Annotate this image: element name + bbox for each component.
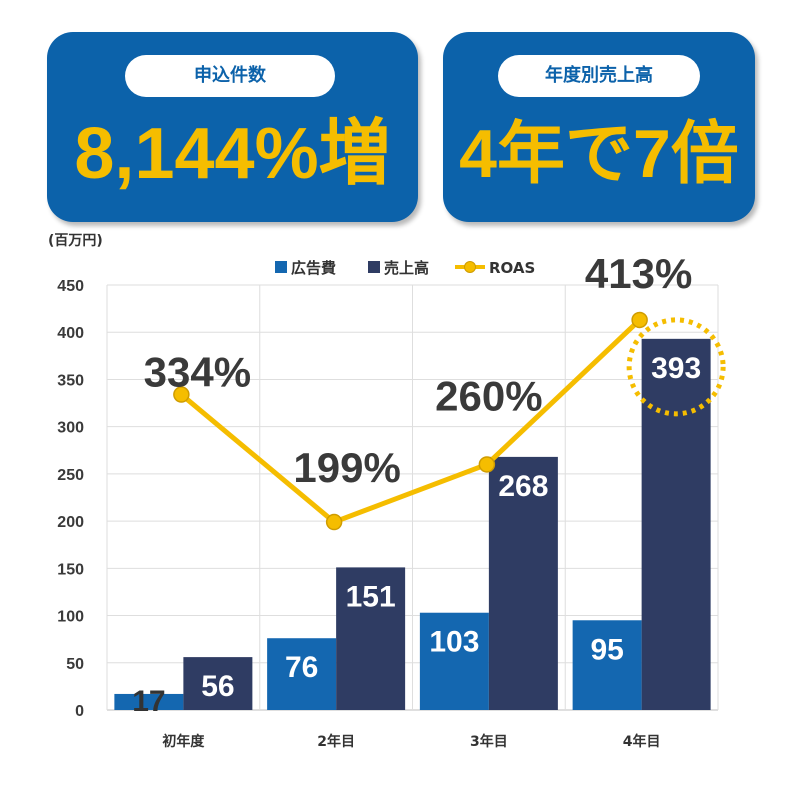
y-tick-label: 50: [66, 656, 84, 673]
sales-bar-label: 393: [651, 352, 701, 385]
roas-label: 199%: [293, 444, 400, 491]
y-tick-label: 300: [57, 420, 84, 437]
ad-cost-bar: [267, 638, 337, 710]
x-category-label: 初年度: [162, 733, 205, 750]
roas-point: [173, 386, 190, 403]
legend-sales-swatch: [368, 261, 380, 273]
annual-sales-card-label: 年度別売上高: [498, 55, 700, 97]
roas-label: 413%: [585, 250, 692, 297]
ad-cost-bar-label: 103: [429, 626, 479, 659]
roas-label: 260%: [435, 372, 542, 419]
y-tick-label: 200: [57, 514, 84, 531]
roas-label: 334%: [144, 349, 251, 396]
y-tick-label: 250: [57, 467, 84, 484]
applications-card: 申込件数 8,144%増: [47, 32, 418, 222]
sales-bar: [183, 657, 253, 710]
annual-sales-card-value: 4年で7倍: [459, 116, 739, 192]
sales-bar: [641, 338, 711, 710]
y-tick-label: 0: [75, 703, 84, 720]
y-unit-label: (百万円): [48, 233, 103, 249]
y-tick-label: 150: [57, 561, 84, 578]
x-category-label: 3年目: [470, 733, 508, 750]
highlight-ring: [626, 317, 726, 417]
sales-bar-label: 268: [498, 470, 548, 503]
x-category-label: 2年目: [317, 733, 355, 750]
sales-bar-label: 56: [201, 670, 234, 703]
applications-card-value: 8,144%増: [74, 114, 391, 194]
sales-bar: [336, 567, 406, 710]
ad-cost-bar: [572, 620, 642, 710]
x-category-label: 4年目: [623, 733, 661, 750]
roas-point: [478, 456, 496, 473]
sales-bar: [488, 456, 558, 710]
roas-point: [631, 311, 648, 329]
legend: 広告費 売上高 ROAS: [275, 259, 535, 277]
legend-ad-cost-swatch: [275, 261, 287, 273]
ad-cost-bar: [114, 693, 184, 710]
annual-sales-card: 年度別売上高 4年で7倍: [443, 32, 755, 222]
roas-point: [325, 513, 343, 531]
y-tick-label: 100: [57, 609, 84, 626]
sales-bar-label: 151: [346, 580, 396, 613]
ad-cost-bar-label: 17: [132, 685, 165, 718]
applications-card-label: 申込件数: [125, 55, 335, 97]
ad-cost-bar-label: 76: [285, 651, 318, 684]
legend-ad-cost-label: 広告費: [291, 259, 336, 277]
y-tick-label: 400: [57, 325, 84, 342]
gridlines: [106, 284, 719, 711]
legend-sales-label: 売上高: [384, 259, 429, 277]
roas-line: [179, 318, 642, 525]
legend-roas-label: ROAS: [489, 259, 535, 277]
y-tick-label: 350: [57, 372, 84, 389]
y-tick-label: 450: [57, 278, 84, 295]
ad-cost-bar: [419, 612, 489, 710]
legend-roas-marker: [464, 261, 476, 273]
ad-cost-bar-label: 95: [590, 633, 623, 666]
